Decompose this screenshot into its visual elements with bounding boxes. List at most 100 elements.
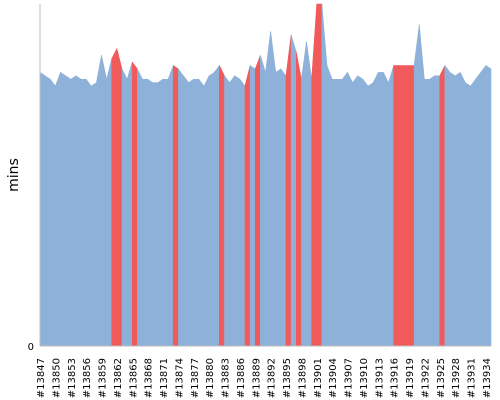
build-segment <box>347 72 353 347</box>
build-segment <box>326 65 333 347</box>
build-segment <box>485 64 492 347</box>
failed-build-segment <box>295 51 302 347</box>
failed-build-segment <box>219 65 225 347</box>
build-segment <box>265 31 271 347</box>
build-segment <box>331 78 338 347</box>
build-segment <box>352 74 359 347</box>
build-segment <box>198 78 205 347</box>
build-segment <box>80 78 87 347</box>
build-segment <box>470 78 476 347</box>
x-tick-label: #13934 <box>482 358 493 398</box>
area-series <box>39 3 492 347</box>
build-segment <box>275 68 282 347</box>
y-tick-labels: 0 <box>28 342 34 353</box>
build-segment <box>367 82 374 347</box>
build-segment <box>157 78 164 347</box>
x-tick-label: #13889 <box>251 358 262 398</box>
build-segment <box>413 24 420 347</box>
build-segment <box>39 71 46 347</box>
build-segment <box>188 78 195 347</box>
build-segment <box>162 78 169 347</box>
build-segment <box>239 78 246 347</box>
build-segment <box>260 55 266 347</box>
build-segment <box>229 74 236 347</box>
x-tick-label: #13886 <box>236 358 247 398</box>
build-segment <box>383 72 389 347</box>
x-tick-label: #13913 <box>374 358 385 398</box>
x-tick-label: #13850 <box>51 358 62 398</box>
failed-build-segment <box>116 48 123 347</box>
build-segment <box>101 55 107 347</box>
build-segment <box>44 75 51 347</box>
build-segment <box>429 75 435 347</box>
failed-build-segment <box>131 61 138 347</box>
failed-build-segment <box>254 55 261 347</box>
x-tick-label: #13874 <box>174 358 185 398</box>
failed-build-segment <box>111 48 118 347</box>
build-segment <box>444 64 451 347</box>
build-segment <box>454 71 461 347</box>
x-tick-label: #13898 <box>297 358 308 398</box>
build-segment <box>418 24 425 347</box>
build-segment <box>321 3 328 347</box>
y-axis-title: mins <box>6 158 22 192</box>
build-segment <box>357 75 364 347</box>
build-segment <box>224 74 230 347</box>
x-tick-label: #13871 <box>159 358 170 398</box>
failed-build-segment <box>311 3 318 347</box>
build-segment <box>424 78 430 347</box>
x-tick-label: #13910 <box>359 358 370 398</box>
failed-build-segment <box>393 65 400 347</box>
build-segment <box>147 78 154 347</box>
x-tick-label: #13928 <box>451 358 462 398</box>
failed-build-segment <box>408 65 415 347</box>
build-segment <box>372 72 379 347</box>
x-tick-label: #13877 <box>190 358 201 398</box>
build-segment <box>301 41 307 347</box>
x-tick-labels: #13847 #13850 #13853 #13856 #13859 #13862 #138… <box>36 358 493 398</box>
x-tick-label: #13880 <box>205 358 216 398</box>
build-segment <box>178 68 184 347</box>
build-segment <box>449 71 456 347</box>
build-segment <box>342 71 348 347</box>
build-segment <box>270 31 277 347</box>
build-segment <box>213 64 220 347</box>
build-segment <box>434 75 441 347</box>
build-segment <box>193 78 200 347</box>
build-segment <box>234 75 241 347</box>
x-tick-label: #13853 <box>67 358 78 398</box>
build-segment <box>137 68 143 347</box>
build-segment <box>290 34 297 347</box>
build-segment <box>106 58 113 347</box>
x-tick-label: #13895 <box>282 358 293 398</box>
x-tick-label: #13883 <box>221 358 232 398</box>
y-tick-label: 0 <box>28 342 34 353</box>
x-tick-label: #13931 <box>467 358 478 398</box>
failed-build-segment <box>244 65 251 347</box>
x-tick-label: #13892 <box>267 358 278 398</box>
build-segment <box>388 65 394 347</box>
build-segment <box>183 74 189 347</box>
build-segment <box>336 78 343 347</box>
x-tick-label: #13904 <box>328 358 339 398</box>
build-segment <box>480 64 487 347</box>
x-tick-label: #13865 <box>128 358 139 398</box>
build-segment <box>306 41 312 347</box>
x-tick-label: #13922 <box>420 358 431 398</box>
x-tick-label: #13862 <box>113 358 124 398</box>
build-segment <box>65 75 72 347</box>
build-segment <box>49 78 56 347</box>
build-segment <box>377 72 384 347</box>
build-segment <box>465 82 471 347</box>
x-tick-label: #13925 <box>436 358 447 398</box>
build-segment <box>90 82 97 347</box>
build-segment <box>75 75 82 347</box>
x-tick-label: #13916 <box>390 358 401 398</box>
build-segment <box>167 65 174 347</box>
build-segment <box>459 72 466 347</box>
x-tick-label: #13859 <box>98 358 109 398</box>
axes <box>39 4 491 347</box>
build-segment <box>208 71 215 347</box>
x-tick-label: #13868 <box>144 358 155 398</box>
